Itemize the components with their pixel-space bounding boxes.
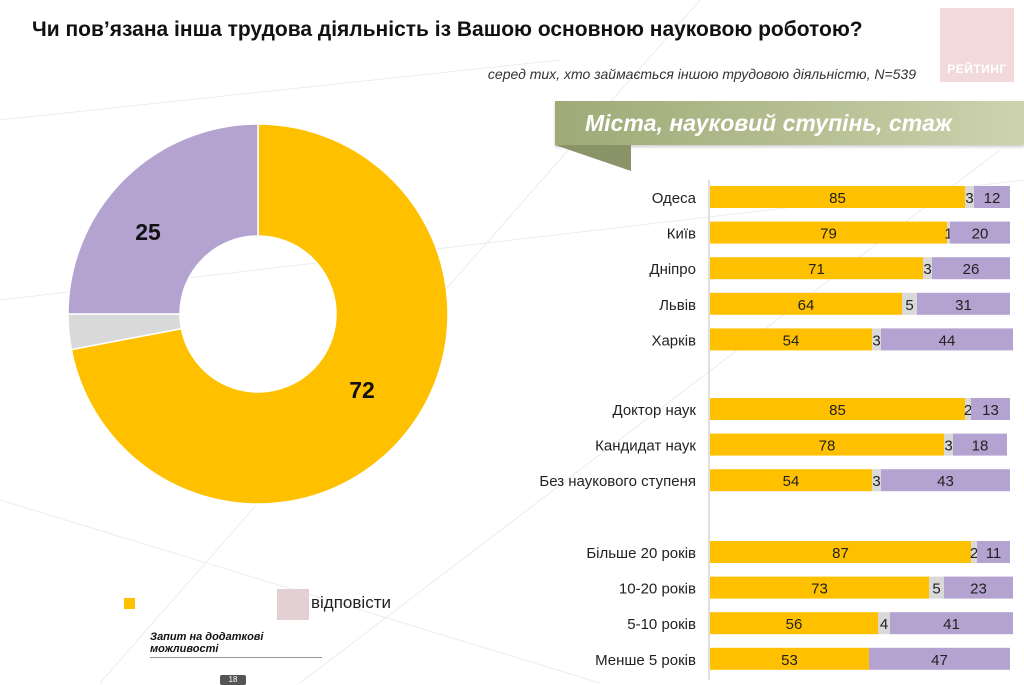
bar-segment (710, 257, 923, 280)
bar-value-label: 11 (986, 545, 1002, 562)
page-number: 18 (220, 675, 246, 685)
bar-value-label: 85 (829, 402, 846, 419)
bar-category-label: 10-20 років (619, 581, 696, 598)
bar-value-label: 3 (965, 190, 973, 207)
bar-segment (710, 186, 965, 208)
bar-value-label: 87 (832, 545, 849, 562)
bar-segment (890, 612, 1013, 635)
bar-segment (710, 647, 869, 670)
bar-value-label: 47 (931, 652, 948, 669)
bar-value-label: 43 (937, 473, 954, 490)
bar-category-label: Київ (667, 226, 696, 243)
bar-value-label: 54 (783, 473, 800, 490)
bar-segment (872, 328, 881, 351)
bar-segment (710, 398, 965, 420)
bar-value-label: 3 (923, 261, 931, 278)
bar-segment (950, 221, 1010, 244)
footnote: Запит на додаткові можливості (150, 631, 322, 658)
bar-value-label: 85 (829, 190, 846, 207)
bar-category-label: Дніпро (649, 261, 696, 278)
bar-segment (929, 576, 944, 599)
bar-value-label: 5 (905, 297, 913, 314)
bar-segment (971, 398, 1010, 420)
banner-fold (555, 145, 631, 171)
bar-segment (947, 221, 950, 244)
bar-value-label: 73 (811, 581, 828, 598)
bar-category-label: Кандидат наук (595, 438, 696, 455)
bar-segment (710, 292, 902, 315)
bar-value-label: 56 (786, 616, 803, 633)
bar-segment (944, 433, 953, 456)
bar-segment (869, 647, 1010, 670)
subtitle: серед тих, хто займається іншою трудовою… (487, 66, 916, 82)
bar-value-label: 44 (939, 332, 956, 349)
bar-segment (932, 257, 1010, 280)
bar-segment (971, 541, 977, 563)
bar-segment (710, 612, 878, 635)
bar-value-label: 31 (955, 297, 972, 314)
bar-value-label: 41 (943, 616, 960, 633)
bar-value-label: 2 (970, 545, 978, 562)
bar-value-label: 54 (783, 332, 800, 349)
bar-segment (944, 576, 1013, 599)
bar-segment (902, 292, 917, 315)
bar-segment (710, 576, 929, 599)
donut-slice-no (67, 123, 259, 315)
bar-value-label: 4 (880, 616, 888, 633)
donut-label: 25 (135, 219, 161, 245)
donut-slice-yes (70, 123, 449, 505)
bar-value-label: 53 (781, 652, 798, 669)
bar-segment (881, 469, 1010, 492)
bar-value-label: 12 (984, 190, 1001, 207)
bar-value-label: 3 (944, 438, 952, 455)
bar-value-label: 23 (970, 581, 987, 598)
legend-swatch-yes (124, 598, 135, 609)
bar-segment (917, 292, 1010, 315)
bar-category-label: Харків (651, 332, 696, 349)
bar-category-label: Львів (659, 297, 696, 314)
bar-value-label: 79 (820, 226, 837, 243)
section-banner: Міста, науковий ступінь, стаж (555, 101, 1024, 145)
bar-segment (965, 398, 971, 420)
bar-category-label: 5-10 років (627, 616, 696, 633)
bar-value-label: 1 (944, 226, 952, 243)
bar-value-label: 5 (932, 581, 940, 598)
bar-value-label: 2 (964, 402, 972, 419)
bar-category-label: Одеса (652, 190, 697, 207)
bar-segment (923, 257, 932, 280)
bar-segment (710, 328, 872, 351)
bar-value-label: 18 (972, 438, 989, 455)
bar-category-label: Більше 20 років (586, 545, 696, 562)
bar-value-label: 3 (872, 332, 880, 349)
bar-value-label: 71 (808, 261, 825, 278)
bar-segment (710, 469, 872, 492)
bar-segment (710, 221, 947, 244)
bar-segment (710, 541, 971, 563)
bar-value-label: 64 (798, 297, 815, 314)
legend-label-dk: відповісти (311, 593, 391, 612)
bar-category-label: Без наукового ступеня (539, 473, 696, 490)
bar-segment (965, 186, 974, 208)
bar-segment (977, 541, 1010, 563)
donut-label: 72 (349, 377, 375, 403)
bar-segment (974, 186, 1010, 208)
bar-segment (953, 433, 1007, 456)
bar-segment (881, 328, 1013, 351)
bar-segment (710, 433, 944, 456)
bar-value-label: 78 (819, 438, 836, 455)
bar-category-label: Менше 5 років (595, 652, 696, 669)
bar-value-label: 13 (982, 402, 999, 419)
bar-category-label: Доктор наук (613, 402, 697, 419)
rating-logo: РЕЙТИНГ (940, 8, 1014, 82)
page-title: Чи пов’язана інша трудова діяльність із … (32, 18, 863, 41)
legend-swatch-dk (277, 589, 309, 620)
bar-value-label: 20 (972, 226, 989, 243)
bar-segment (878, 612, 890, 635)
bar-value-label: 3 (872, 473, 880, 490)
bar-value-label: 26 (963, 261, 980, 278)
bar-segment (872, 469, 881, 492)
